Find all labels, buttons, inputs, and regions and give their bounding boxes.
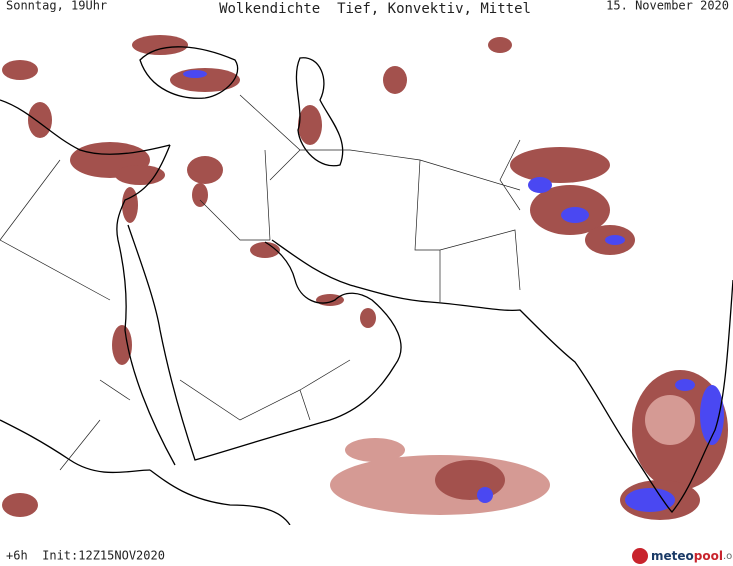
- logo-part: pool: [694, 549, 723, 563]
- coastlines: [0, 46, 733, 526]
- borders: [0, 94, 521, 471]
- init-info: +6h Init:12Z15NOV2020: [6, 549, 165, 563]
- logo-part: meteo: [651, 549, 694, 563]
- map-title: Wolkendichte Tief, Konvektiv, Mittel: [219, 1, 531, 17]
- logo: meteopool.org: [651, 549, 733, 563]
- clouds: [2, 35, 728, 520]
- forecast-time: Sonntag, 19Uhr: [6, 0, 107, 13]
- logo-part: .org: [723, 551, 733, 562]
- date: 15. November 2020: [606, 0, 729, 13]
- footer-band: [0, 525, 733, 566]
- logo-icon: [632, 548, 648, 564]
